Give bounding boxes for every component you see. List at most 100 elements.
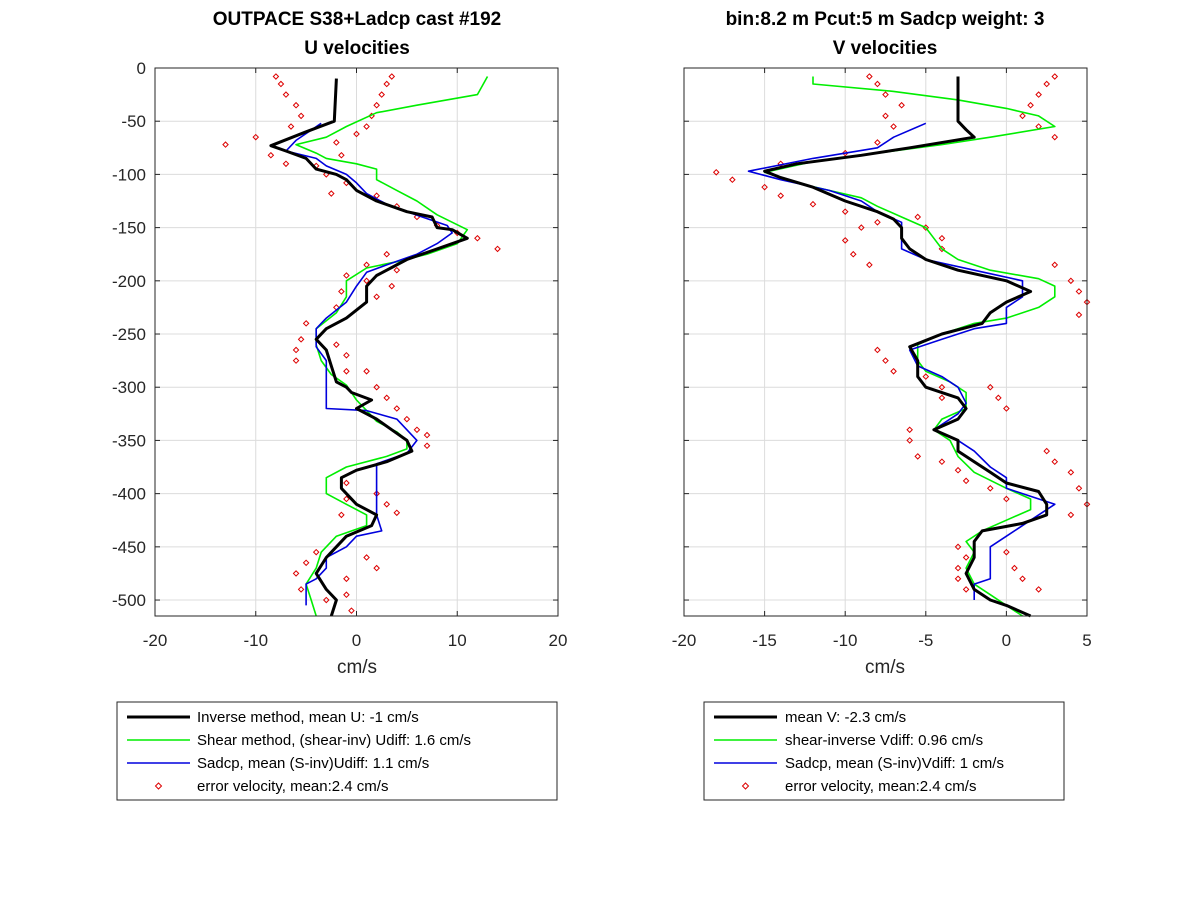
v-error-marker <box>954 575 962 583</box>
v-error-marker <box>1011 564 1018 572</box>
u-series-line-0 <box>269 78 469 617</box>
u-error-marker <box>383 80 391 88</box>
v-legend-label-sadcp: Sadcp, mean (S-inv)Vdiff: 1 cm/s <box>785 755 1004 772</box>
v-error-marker <box>1003 495 1010 503</box>
u-x-axis-label: cm/s <box>337 657 377 678</box>
u-x-tick-label: 20 <box>549 631 568 650</box>
u-error-marker <box>423 442 431 450</box>
v-error-marker <box>1019 575 1026 583</box>
u-ticks: -20 -10 0 10 200-50-100-150-200-250-300-350-… <box>112 59 567 650</box>
v-error-marker <box>1075 288 1083 295</box>
v-error-marker <box>849 250 857 258</box>
v-x-tick-label: -20 <box>672 631 697 650</box>
v-velocities-panel: bin:8.2 m Pcut:5 m Sadcp weight: 3 V vel… <box>672 9 1092 678</box>
u-legend-label-shear: Shear method, (shear-inv) Udiff: 1.6 cm/… <box>197 732 471 749</box>
v-chart-subtitle: V velocities <box>833 38 938 59</box>
v-error-marker <box>841 208 849 215</box>
u-error-marker <box>383 250 391 258</box>
u-error-marker <box>312 548 320 556</box>
u-error-marker <box>363 277 370 285</box>
u-error-marker <box>297 586 305 593</box>
u-error-marker <box>413 426 421 434</box>
v-error-marker <box>1075 485 1083 492</box>
u-y-tick-label: -250 <box>112 325 146 344</box>
u-error-marker <box>373 293 380 301</box>
u-error-marker <box>297 336 305 343</box>
v-error-marker <box>1075 311 1083 319</box>
u-error-marker <box>297 112 305 120</box>
u-error-marker <box>494 245 501 253</box>
v-error-marker <box>761 183 768 191</box>
u-error-marker <box>393 266 401 274</box>
v-error-marker <box>1067 469 1075 476</box>
u-error-marker <box>292 570 300 577</box>
u-x-tick-label: 0 <box>352 631 361 650</box>
v-series-line-2 <box>747 122 1056 600</box>
u-x-tick-label: -20 <box>143 631 168 650</box>
v-x-tick-label: -15 <box>752 631 777 650</box>
v-error-marker <box>906 426 913 434</box>
v-error-marker <box>938 394 946 402</box>
v-chart-title: bin:8.2 m Pcut:5 m Sadcp weight: 3 <box>726 9 1045 30</box>
v-error-marker <box>962 586 970 593</box>
u-x-tick-label: 10 <box>448 631 467 650</box>
u-y-tick-label: -50 <box>121 112 146 131</box>
u-y-tick-label: -400 <box>112 485 146 504</box>
u-error-marker <box>343 479 350 487</box>
v-error-marker <box>890 367 897 375</box>
v-error-marker <box>962 554 970 561</box>
v-ticks: -20 -15 -10 -5 0 5 <box>672 67 1092 650</box>
v-axes-frame <box>683 67 1088 617</box>
v-error-marker <box>938 245 946 253</box>
u-error-marker <box>343 591 350 599</box>
v-x-tick-label: -5 <box>918 631 933 650</box>
u-y-tick-label: 0 <box>137 59 146 78</box>
u-error-marker <box>474 234 481 242</box>
u-error-marker <box>267 151 275 159</box>
v-error-marker <box>995 394 1002 402</box>
u-legend-label-inverse: Inverse method, mean U: -1 cm/s <box>197 709 419 726</box>
v-error-marker <box>841 237 849 244</box>
v-error-marker <box>866 73 873 80</box>
v-error-marker <box>1051 261 1059 269</box>
v-x-tick-label: 5 <box>1082 631 1091 650</box>
u-legend-label-sadcp: Sadcp, mean (S-inv)Udiff: 1.1 cm/s <box>197 755 429 772</box>
u-error-marker <box>343 367 350 375</box>
u-error-marker <box>393 509 401 517</box>
u-error-marker <box>363 554 370 561</box>
u-error-marker <box>328 190 335 197</box>
v-error-marker <box>874 139 881 146</box>
u-legend-marker-error <box>154 782 163 790</box>
u-x-tick-label: -10 <box>243 631 268 650</box>
v-error-marker <box>1043 447 1051 455</box>
v-error-marker <box>729 176 736 184</box>
u-error-marker <box>292 346 300 354</box>
v-error-marker <box>922 373 930 380</box>
v-error-marker <box>874 218 881 226</box>
u-series-group <box>222 73 501 617</box>
v-legend-label-shear: shear-inverse Vdiff: 0.96 cm/s <box>785 732 983 749</box>
v-series-group <box>712 73 1091 618</box>
u-error-marker <box>348 607 355 614</box>
u-y-tick-label: -200 <box>112 272 146 291</box>
v-error-marker <box>914 213 922 221</box>
v-error-marker <box>1051 458 1059 466</box>
u-error-marker <box>363 261 370 269</box>
u-error-marker <box>292 357 300 364</box>
v-error-marker <box>1051 133 1059 141</box>
u-error-marker <box>222 141 229 148</box>
u-y-tick-label: -350 <box>112 431 146 450</box>
u-error-marker <box>277 80 285 88</box>
u-error-marker <box>388 73 396 80</box>
u-y-tick-label: -100 <box>112 165 146 184</box>
u-legend-label-error: error velocity, mean:2.4 cm/s <box>197 778 388 795</box>
u-y-tick-label: -500 <box>112 591 146 610</box>
u-legend-box <box>116 701 558 801</box>
v-error-marker <box>890 123 897 130</box>
v-x-axis-label: cm/s <box>865 657 905 678</box>
u-error-marker <box>363 367 370 375</box>
v-error-marker <box>938 458 946 466</box>
v-error-marker <box>954 466 962 474</box>
u-velocities-panel: OUTPACE S38+Ladcp cast #192 U velocities… <box>112 9 567 678</box>
